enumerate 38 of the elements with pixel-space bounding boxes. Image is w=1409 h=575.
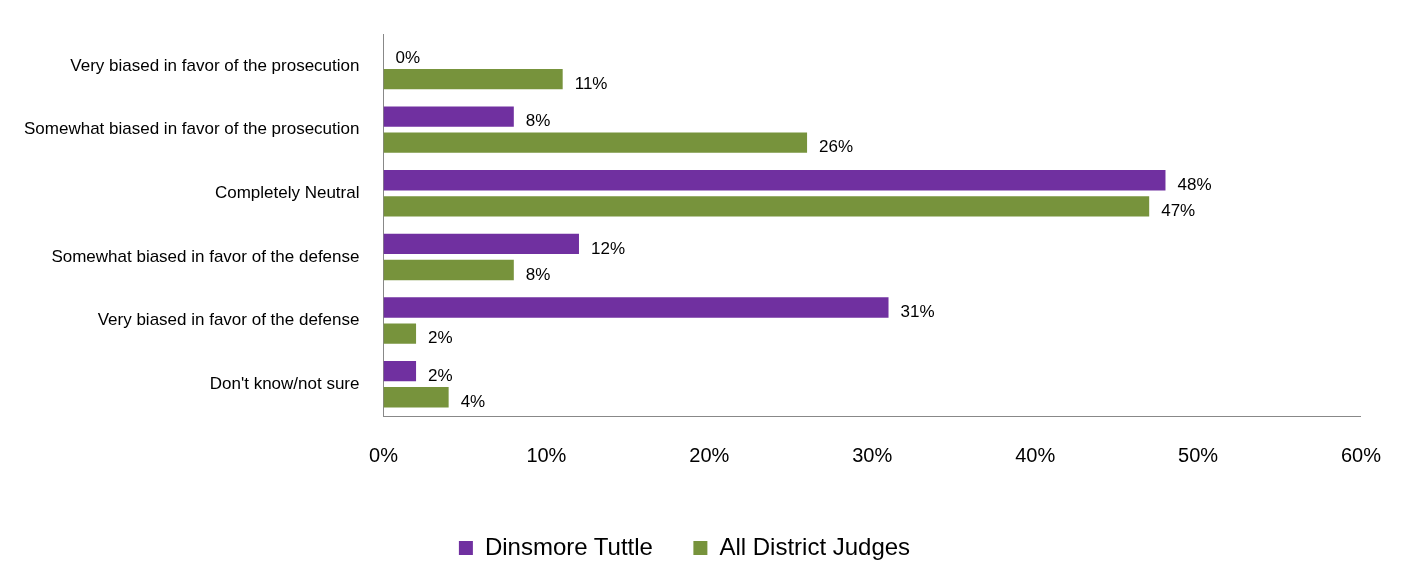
x-tick-label: 30% <box>852 443 893 466</box>
data-label: 26% <box>819 137 854 157</box>
x-tick-label: 20% <box>689 443 730 466</box>
x-tick-label: 50% <box>1178 443 1219 466</box>
y-tick-label: Somewhat biased in favor of the prosecution <box>23 119 360 139</box>
bar <box>383 132 808 153</box>
data-label: 11% <box>574 73 608 93</box>
bar <box>383 323 417 344</box>
legend-label: Dinsmore Tuttle <box>484 532 653 560</box>
bar <box>383 196 1150 217</box>
data-label: 48% <box>1177 174 1212 194</box>
x-tick-label: 60% <box>1340 443 1382 466</box>
data-label: 8% <box>525 111 551 131</box>
data-label: 31% <box>900 302 935 322</box>
bar <box>383 259 514 281</box>
data-label: 2% <box>428 328 453 348</box>
y-tick-label: Somewhat biased in favor of the defense <box>51 246 360 266</box>
bar <box>383 297 889 318</box>
bar <box>383 106 514 127</box>
bar <box>383 68 563 90</box>
data-label: 0% <box>395 47 421 67</box>
data-label: 12% <box>590 238 626 258</box>
y-tick-label: Very biased in favor of the defense <box>97 310 360 330</box>
legend-label: All District Judges <box>719 532 911 560</box>
data-label: 2% <box>428 365 453 385</box>
y-tick-label: Completely Neutral <box>214 182 360 202</box>
bar <box>383 360 417 382</box>
x-tick-label: 40% <box>1015 443 1056 466</box>
x-tick-label: 10% <box>526 443 567 466</box>
y-tick-label: Very biased in favor of the prosecution <box>70 55 360 75</box>
bar <box>383 387 449 408</box>
bar <box>383 170 1166 191</box>
bar <box>383 233 579 255</box>
data-label: 47% <box>1161 201 1196 221</box>
data-label: 8% <box>525 264 551 284</box>
data-label: 4% <box>460 391 486 411</box>
y-tick-label: Don't know/not sure <box>209 373 360 393</box>
x-tick-label: 0% <box>369 443 399 466</box>
